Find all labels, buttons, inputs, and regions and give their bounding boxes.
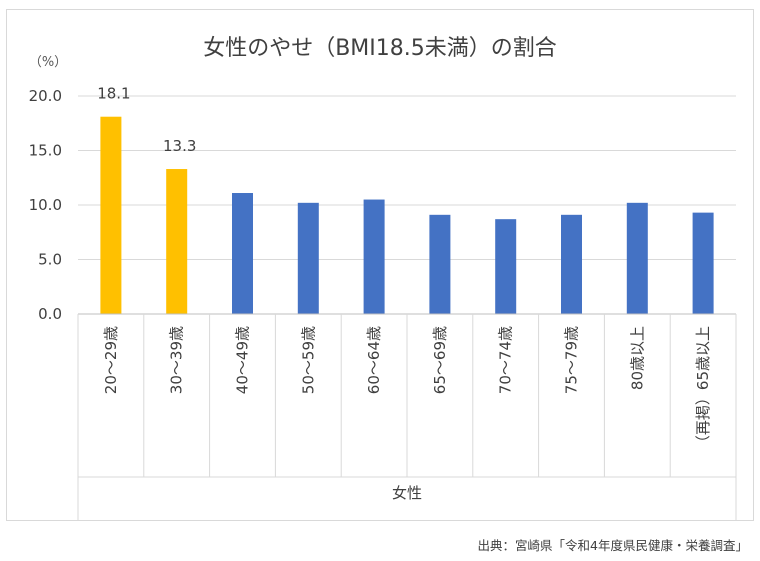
- x-axis-label: 女性: [392, 484, 422, 502]
- data-label: 18.1: [97, 85, 130, 103]
- chart-title: 女性のやせ（BMI18.5未満）の割合: [203, 36, 557, 61]
- bar: [495, 219, 517, 314]
- bars: [100, 116, 714, 315]
- category-label: 70～74歳: [497, 326, 515, 394]
- y-tick-label: 20.0: [29, 87, 62, 105]
- category-label: 50～59歳: [299, 326, 317, 394]
- category-label: 40～49歳: [234, 326, 252, 394]
- bar: [561, 214, 582, 314]
- bar: [166, 169, 188, 314]
- bar: [232, 193, 253, 314]
- category-label: 20～29歳: [102, 326, 120, 394]
- y-axis-ticks: 0.0 5.0 10.0 15.0 20.0: [29, 87, 62, 323]
- category-label: （再掲）65歳以上: [694, 326, 712, 450]
- bar: [692, 212, 714, 314]
- bar: [429, 214, 451, 314]
- data-labels: 18.1 13.3: [97, 85, 196, 155]
- y-axis-unit: （%）: [29, 55, 67, 70]
- category-label: 75～79歳: [563, 326, 581, 394]
- bar: [626, 202, 648, 314]
- y-tick-label: 5.0: [38, 251, 62, 269]
- bar: [363, 199, 385, 314]
- category-label: 80歳以上: [628, 326, 646, 390]
- axis-frame: [77, 313, 737, 520]
- source-note: 出典：宮崎県「令和4年度県民健康・栄養調査」: [477, 538, 748, 553]
- category-label: 60～64歳: [365, 326, 383, 394]
- y-tick-label: 0.0: [38, 305, 62, 323]
- bar: [297, 202, 319, 314]
- y-tick-label: 15.0: [29, 142, 62, 160]
- x-axis-categories: 20～29歳 30～39歳 40～49歳 50～59歳 60～64歳 65～69歳 70～7…: [102, 326, 712, 450]
- data-label: 13.3: [163, 137, 196, 155]
- bar: [100, 116, 122, 315]
- category-label: 65～69歳: [431, 326, 449, 394]
- category-label: 30～39歳: [168, 326, 186, 394]
- y-tick-label: 10.0: [29, 196, 62, 214]
